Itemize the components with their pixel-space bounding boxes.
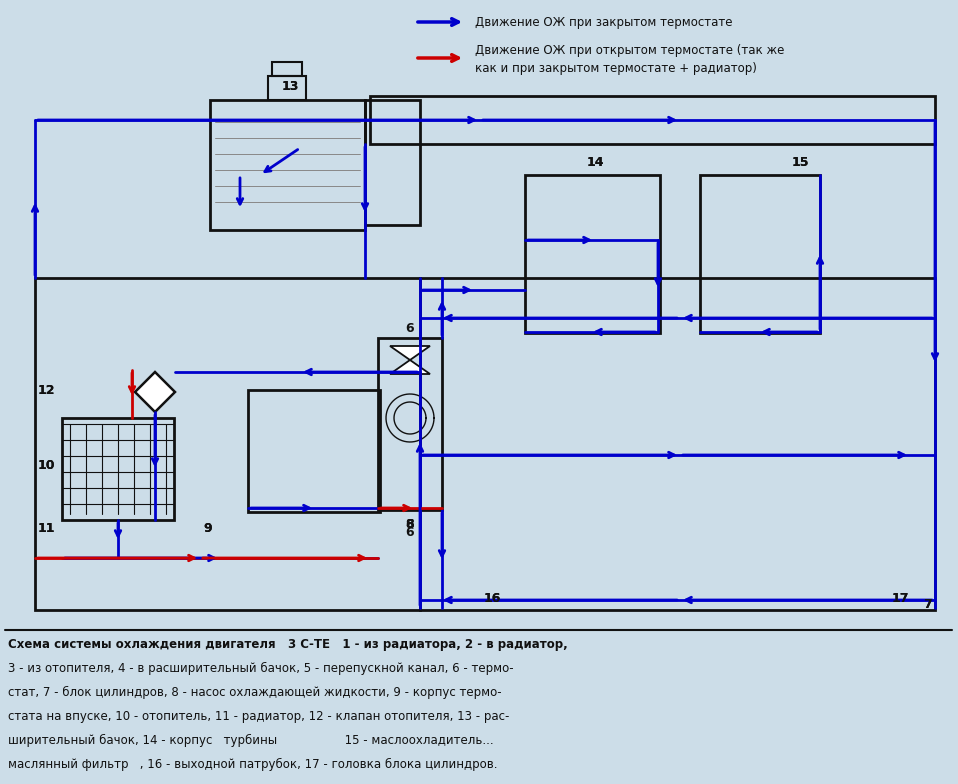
Bar — [62, 418, 174, 520]
Text: 13: 13 — [282, 79, 299, 93]
Text: 3 - из отопителя, 4 - в расширительный бачок, 5 - перепускной канал, 6 - термо-: 3 - из отопителя, 4 - в расширительный б… — [8, 662, 513, 675]
Text: 17: 17 — [891, 591, 909, 604]
Text: 10: 10 — [37, 459, 55, 471]
Text: 7: 7 — [924, 597, 932, 611]
Bar — [700, 175, 820, 333]
Polygon shape — [390, 360, 430, 374]
Text: 13: 13 — [282, 79, 299, 93]
Bar — [525, 175, 660, 333]
Text: 11: 11 — [37, 521, 55, 535]
Text: 16: 16 — [484, 591, 501, 604]
Text: стат, 7 - блок цилиндров, 8 - насос охлаждающей жидкости, 9 - корпус термо-: стат, 7 - блок цилиндров, 8 - насос охла… — [8, 686, 502, 699]
Bar — [210, 100, 365, 230]
Text: стата на впуске, 10 - отопитель, 11 - радиатор, 12 - клапан отопителя, 13 - рас-: стата на впуске, 10 - отопитель, 11 - ра… — [8, 710, 510, 723]
Bar — [35, 278, 420, 610]
Text: Движение ОЖ при закрытом термостате: Движение ОЖ при закрытом термостате — [475, 16, 733, 28]
Text: 6: 6 — [405, 525, 414, 539]
Text: 9: 9 — [204, 521, 213, 535]
Text: 6: 6 — [405, 517, 414, 531]
Text: 11: 11 — [37, 521, 55, 535]
Text: 15: 15 — [791, 155, 809, 169]
Text: 17: 17 — [891, 591, 909, 604]
Polygon shape — [390, 346, 430, 360]
Text: 10: 10 — [37, 459, 55, 471]
Bar — [370, 96, 935, 144]
Text: 7: 7 — [924, 597, 932, 611]
Text: 14: 14 — [586, 155, 604, 169]
Bar — [272, 62, 302, 76]
Bar — [378, 338, 442, 510]
Text: как и при закрытом термостате + радиатор): как и при закрытом термостате + радиатор… — [475, 61, 757, 74]
Text: 9: 9 — [204, 521, 213, 535]
Text: 12: 12 — [37, 383, 55, 397]
Text: 16: 16 — [484, 591, 501, 604]
Bar — [420, 278, 935, 610]
Text: 6: 6 — [405, 321, 414, 335]
Text: 8: 8 — [405, 517, 414, 531]
Bar — [248, 390, 380, 512]
Text: 15: 15 — [791, 155, 809, 169]
Text: маслянный фильтр   , 16 - выходной патрубок, 17 - головка блока цилиндров.: маслянный фильтр , 16 - выходной патрубо… — [8, 758, 497, 771]
Text: 14: 14 — [586, 155, 604, 169]
Text: 12: 12 — [37, 383, 55, 397]
Text: 8: 8 — [405, 517, 414, 531]
Text: Схема системы охлаждения двигателя   3 С-ТЕ   1 - из радиатора, 2 - в радиатор,: Схема системы охлаждения двигателя 3 С-Т… — [8, 638, 568, 651]
Bar — [365, 100, 420, 225]
Text: Движение ОЖ при открытом термостате (так же: Движение ОЖ при открытом термостате (так… — [475, 43, 785, 56]
Bar — [268, 76, 306, 100]
Polygon shape — [135, 372, 175, 412]
Text: ширительный бачок, 14 - корпус   турбины                  15 - маслоохладитель..: ширительный бачок, 14 - корпус турбины 1… — [8, 734, 493, 747]
